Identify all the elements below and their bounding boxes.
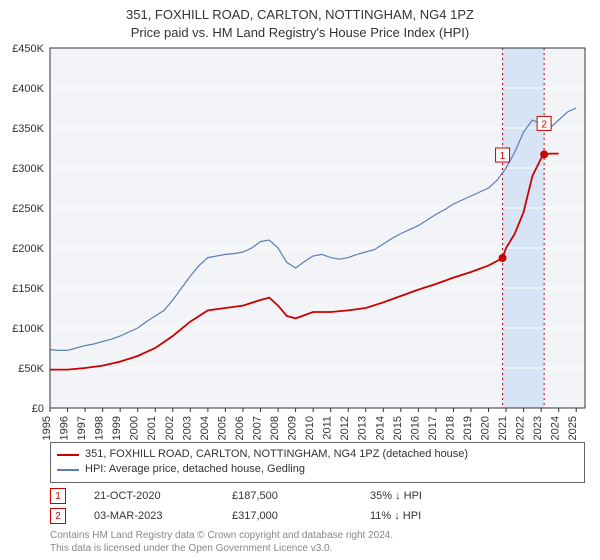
legend-swatch <box>57 469 79 471</box>
svg-text:2012: 2012 <box>339 416 351 440</box>
svg-text:2019: 2019 <box>462 416 474 440</box>
svg-text:2016: 2016 <box>409 416 421 440</box>
marker-delta: 35% ↓ HPI <box>370 490 480 502</box>
svg-text:2014: 2014 <box>374 416 386 440</box>
svg-text:1997: 1997 <box>76 416 88 440</box>
svg-text:£0: £0 <box>32 403 44 415</box>
svg-text:2000: 2000 <box>129 416 141 440</box>
svg-text:£300K: £300K <box>12 163 44 175</box>
marker-delta: 11% ↓ HPI <box>370 510 480 522</box>
svg-text:2003: 2003 <box>181 416 193 440</box>
svg-text:1996: 1996 <box>59 416 71 440</box>
svg-text:2001: 2001 <box>146 416 158 440</box>
svg-text:2007: 2007 <box>251 416 263 440</box>
marker-row: 2 03-MAR-2023 £317,000 11% ↓ HPI <box>50 506 585 526</box>
legend-label: 351, FOXHILL ROAD, CARLTON, NOTTINGHAM, … <box>85 447 468 462</box>
svg-text:2004: 2004 <box>199 416 211 440</box>
svg-text:£450K: £450K <box>12 43 44 55</box>
marker-table: 1 21-OCT-2020 £187,500 35% ↓ HPI 2 03-MA… <box>50 486 585 526</box>
svg-text:2011: 2011 <box>322 416 334 440</box>
svg-text:£50K: £50K <box>18 363 44 375</box>
marker-price: £187,500 <box>232 490 342 502</box>
svg-text:£350K: £350K <box>12 123 44 135</box>
svg-text:2022: 2022 <box>515 416 527 440</box>
svg-text:2008: 2008 <box>269 416 281 440</box>
svg-text:1999: 1999 <box>111 416 123 440</box>
svg-text:2017: 2017 <box>427 416 439 440</box>
legend-item: 351, FOXHILL ROAD, CARLTON, NOTTINGHAM, … <box>57 447 578 462</box>
svg-text:2015: 2015 <box>392 416 404 440</box>
legend-label: HPI: Average price, detached house, Gedl… <box>85 462 305 477</box>
svg-text:2025: 2025 <box>567 416 579 440</box>
license-text: Contains HM Land Registry data © Crown c… <box>50 530 585 555</box>
license-line: Contains HM Land Registry data © Crown c… <box>50 530 585 543</box>
svg-text:1998: 1998 <box>94 416 106 440</box>
svg-text:1: 1 <box>500 151 506 162</box>
svg-text:2009: 2009 <box>287 416 299 440</box>
svg-text:2023: 2023 <box>532 416 544 440</box>
svg-text:£400K: £400K <box>12 83 44 95</box>
svg-text:2021: 2021 <box>497 416 509 440</box>
svg-text:2018: 2018 <box>444 416 456 440</box>
legend-item: HPI: Average price, detached house, Gedl… <box>57 462 578 477</box>
svg-text:£150K: £150K <box>12 283 44 295</box>
svg-text:2010: 2010 <box>304 416 316 440</box>
marker-price: £317,000 <box>232 510 342 522</box>
svg-text:2: 2 <box>541 119 547 130</box>
chart-container: 351, FOXHILL ROAD, CARLTON, NOTTINGHAM, … <box>0 0 600 560</box>
marker-row: 1 21-OCT-2020 £187,500 35% ↓ HPI <box>50 486 585 506</box>
svg-text:£250K: £250K <box>12 203 44 215</box>
marker-date: 03-MAR-2023 <box>94 510 204 522</box>
svg-text:2002: 2002 <box>164 416 176 440</box>
legend: 351, FOXHILL ROAD, CARLTON, NOTTINGHAM, … <box>50 442 585 483</box>
svg-text:2005: 2005 <box>216 416 228 440</box>
svg-text:2013: 2013 <box>357 416 369 440</box>
svg-text:£200K: £200K <box>12 243 44 255</box>
price-line-chart: £0 £50K £100K £150K £200K £250K £300K £350K £400… <box>0 0 600 440</box>
legend-swatch <box>57 454 79 456</box>
svg-text:2020: 2020 <box>480 416 492 440</box>
license-line: This data is licensed under the Open Gov… <box>50 543 585 556</box>
svg-text:2006: 2006 <box>234 416 246 440</box>
svg-text:2024: 2024 <box>550 416 562 440</box>
svg-text:£100K: £100K <box>12 323 44 335</box>
marker-date: 21-OCT-2020 <box>94 490 204 502</box>
marker-badge: 1 <box>50 488 66 504</box>
marker-badge: 2 <box>50 508 66 524</box>
svg-text:1995: 1995 <box>41 416 53 440</box>
